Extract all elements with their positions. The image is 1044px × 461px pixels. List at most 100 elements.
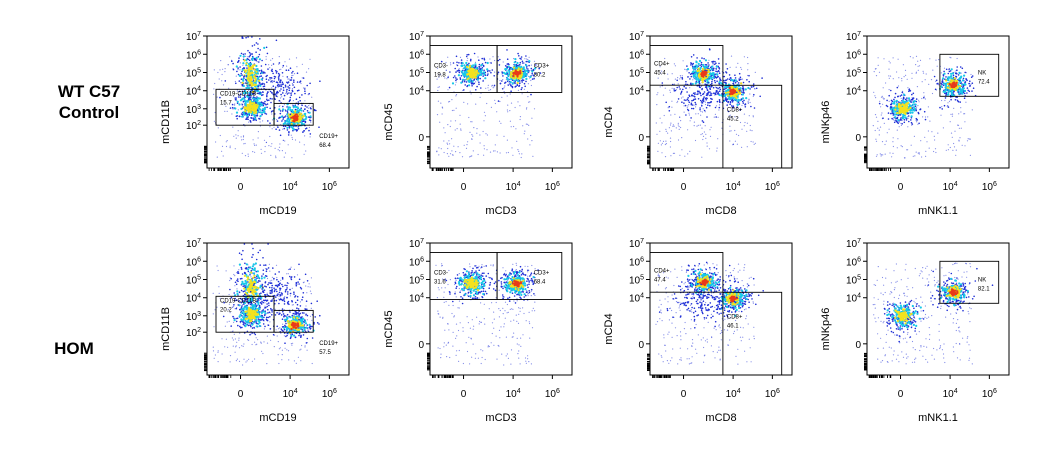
population-event	[687, 97, 689, 99]
event-dot	[221, 150, 223, 152]
event-dot	[662, 140, 665, 142]
event-dot	[912, 57, 914, 59]
population-event	[304, 90, 306, 92]
population-event	[247, 110, 250, 113]
event-dot	[214, 82, 216, 85]
event-dot	[701, 156, 703, 158]
event-dot	[486, 149, 488, 151]
population-event	[247, 64, 250, 67]
population-event	[287, 120, 290, 123]
event-dot	[942, 127, 945, 129]
event-dot	[269, 67, 271, 69]
event-dot	[527, 123, 529, 125]
gate-name-label: CD8+	[727, 107, 743, 113]
event-dot	[279, 97, 282, 99]
event-dot	[471, 155, 473, 157]
population-event	[257, 85, 260, 88]
population-event	[287, 81, 290, 83]
population-event	[275, 95, 278, 97]
event-dot	[898, 121, 900, 123]
event-dot	[897, 85, 900, 87]
y-tick-label: 0	[418, 133, 424, 144]
event-dot	[933, 135, 935, 137]
population-event	[257, 47, 259, 50]
event-dot	[697, 113, 699, 115]
event-dot	[954, 130, 956, 132]
population-event	[719, 88, 722, 91]
population-event	[255, 102, 257, 104]
population-event	[912, 92, 915, 95]
event-dot	[530, 84, 533, 87]
event-dot	[672, 152, 675, 154]
event-dot	[453, 145, 455, 147]
population-event	[304, 88, 306, 90]
event-dot	[248, 89, 250, 92]
population-event	[246, 77, 249, 80]
event-dot	[750, 140, 752, 143]
event-dot	[489, 151, 492, 153]
population-event	[245, 78, 247, 81]
event-dot	[892, 152, 894, 154]
event-dot	[449, 100, 451, 103]
population-event	[748, 80, 750, 83]
population-event	[256, 75, 259, 78]
event-dot	[271, 113, 273, 115]
event-dot	[714, 113, 717, 115]
population-event	[513, 79, 516, 82]
population-event	[897, 119, 900, 122]
population-event	[711, 60, 713, 63]
population-event	[725, 82, 727, 84]
event-dot	[662, 94, 665, 96]
population-event	[750, 105, 752, 108]
population-event	[280, 115, 283, 118]
event-dot	[281, 96, 283, 98]
population-event	[238, 103, 241, 106]
population-event	[517, 67, 520, 70]
population-event	[306, 84, 309, 87]
population-event	[265, 78, 268, 80]
population-event	[240, 78, 243, 80]
event-dot	[920, 140, 922, 142]
x-axis-label: mCD3	[485, 205, 516, 217]
population-event	[271, 80, 273, 82]
event-dot	[454, 129, 456, 131]
population-event	[907, 108, 911, 111]
population-event	[512, 66, 516, 69]
event-dot	[669, 89, 671, 91]
x-tick-label: 0	[238, 182, 244, 193]
population-event	[684, 104, 687, 107]
population-event	[258, 79, 261, 82]
population-event	[458, 62, 460, 64]
population-event	[518, 55, 520, 57]
event-dot	[925, 150, 927, 152]
population-event	[282, 98, 285, 100]
event-dot	[256, 61, 258, 63]
population-event	[961, 67, 964, 70]
event-dot	[700, 114, 702, 116]
population-event	[262, 91, 264, 94]
population-event	[249, 120, 251, 122]
event-dot	[446, 153, 448, 155]
event-dot	[304, 100, 306, 102]
event-dot	[680, 76, 682, 78]
population-event	[285, 91, 288, 93]
population-event	[274, 93, 277, 95]
population-event	[715, 116, 717, 118]
event-dot	[659, 86, 661, 88]
event-dot	[222, 84, 225, 86]
population-event	[261, 70, 263, 73]
y-tick-label: 104	[409, 86, 424, 98]
population-event	[673, 90, 676, 92]
population-event	[698, 80, 701, 83]
event-dot	[449, 125, 451, 128]
population-event	[902, 98, 905, 100]
population-event	[527, 68, 529, 70]
population-event	[239, 54, 242, 57]
population-event	[733, 79, 736, 82]
population-event	[704, 80, 706, 83]
event-dot	[237, 69, 239, 71]
event-dot	[215, 141, 217, 143]
population-event	[285, 69, 288, 71]
population-event	[956, 66, 958, 68]
population-event	[269, 90, 272, 93]
